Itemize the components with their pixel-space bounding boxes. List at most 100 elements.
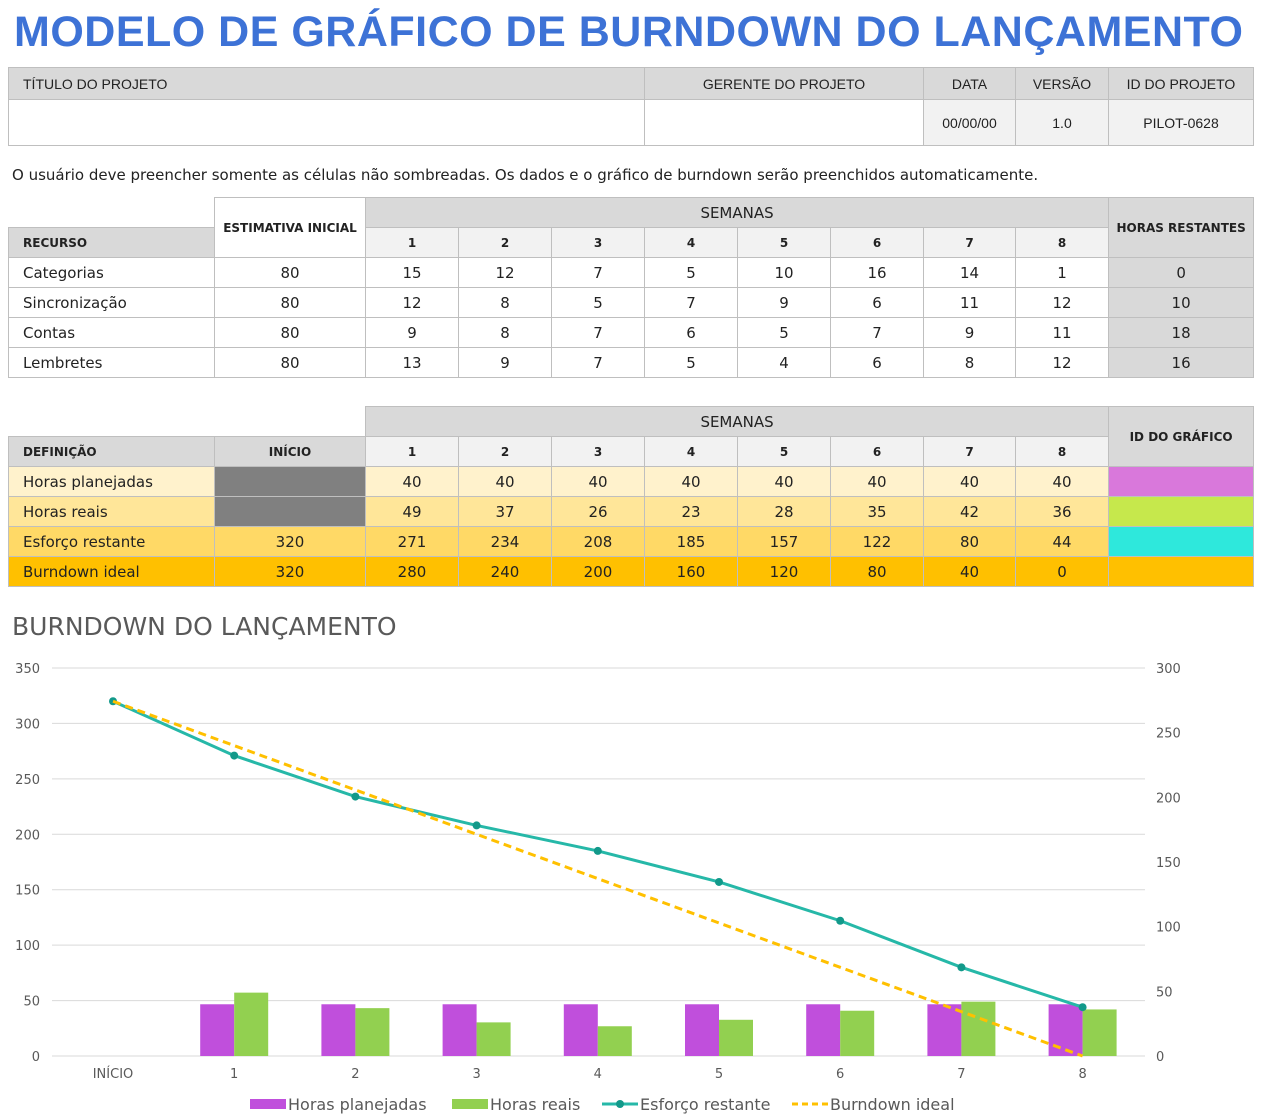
start-cell: [214, 466, 366, 497]
start-cell: 320: [214, 556, 366, 587]
week-header: 2: [458, 227, 552, 258]
week-hours-cell[interactable]: 5: [644, 257, 738, 288]
week-header: 5: [737, 436, 831, 467]
actual-hours-bar: [1082, 1009, 1117, 1056]
week-hours-cell[interactable]: 5: [737, 317, 831, 348]
week-hours-cell[interactable]: 6: [830, 287, 924, 318]
week-hours-cell[interactable]: 8: [923, 347, 1016, 378]
remaining-header: HORAS RESTANTES: [1108, 197, 1255, 258]
legend-marker: [616, 1100, 624, 1108]
estimate-cell[interactable]: 80: [214, 257, 366, 288]
left-axis-tick: 50: [23, 995, 40, 1010]
legend-label: Esforço restante: [640, 1095, 771, 1114]
planned-hours-bar: [685, 1004, 719, 1056]
week-value-cell: 271: [365, 526, 459, 557]
left-axis-tick: 300: [15, 717, 40, 732]
week-value-cell: 40: [923, 466, 1016, 497]
week-hours-cell[interactable]: 1: [1014, 257, 1110, 288]
chart-id-swatch: [1108, 496, 1255, 527]
week-hours-cell[interactable]: 5: [644, 347, 738, 378]
week-value-cell: 208: [551, 526, 645, 557]
definition-cell: Esforço restante: [8, 526, 215, 557]
actual-hours-bar: [234, 992, 269, 1056]
week-hours-cell[interactable]: 7: [830, 317, 924, 348]
chart-id-swatch: [1108, 466, 1255, 497]
week-hours-cell[interactable]: 11: [923, 287, 1016, 318]
week-hours-cell[interactable]: 12: [365, 287, 459, 318]
summary-row: Horas planejadas 40 40 40 40 40 40 40 40: [8, 466, 1255, 497]
week-header: 3: [551, 436, 645, 467]
resource-name[interactable]: Categorias: [8, 257, 215, 288]
week-hours-cell[interactable]: 8: [458, 317, 552, 348]
remaining-effort-point: [957, 963, 966, 972]
week-hours-cell[interactable]: 9: [365, 317, 459, 348]
planned-hours-bar: [442, 1004, 477, 1056]
week-hours-cell[interactable]: 11: [1014, 317, 1110, 348]
resource-name[interactable]: Sincronização: [8, 287, 215, 318]
right-axis-tick: 200: [1156, 791, 1181, 806]
instructions-note: O usuário deve preencher somente as célu…: [12, 166, 1039, 184]
project-id-input[interactable]: PILOT-0628: [1108, 99, 1254, 146]
week-hours-cell[interactable]: 13: [365, 347, 459, 378]
week-hours-cell[interactable]: 9: [923, 317, 1016, 348]
week-hours-cell[interactable]: 7: [644, 287, 738, 318]
left-axis-tick: 350: [15, 662, 40, 677]
definition-header: DEFINIÇÃO: [8, 436, 215, 467]
week-hours-cell[interactable]: 7: [551, 257, 645, 288]
date-input[interactable]: 00/00/00: [923, 99, 1016, 146]
week-header: 2: [458, 436, 552, 467]
week-hours-cell[interactable]: 6: [644, 317, 738, 348]
week-hours-cell[interactable]: 12: [1014, 347, 1110, 378]
week-hours-cell[interactable]: 15: [365, 257, 459, 288]
x-axis-tick: 7: [957, 1067, 965, 1082]
planned-hours-bar: [200, 1004, 235, 1056]
week-hours-cell[interactable]: 8: [458, 287, 552, 318]
remaining-cell: 16: [1108, 347, 1255, 378]
week-value-cell: 200: [551, 556, 645, 587]
week-hours-cell[interactable]: 7: [551, 317, 645, 348]
estimate-cell[interactable]: 80: [214, 317, 366, 348]
version-input[interactable]: 1.0: [1015, 99, 1109, 146]
week-value-cell: 157: [737, 526, 831, 557]
week-hours-cell[interactable]: 12: [458, 257, 552, 288]
remaining-effort-point: [230, 751, 239, 760]
week-hours-cell[interactable]: 10: [737, 257, 831, 288]
estimate-cell[interactable]: 80: [214, 347, 366, 378]
summary-row: Esforço restante 320 271 234 208 185 157 122 80 4…: [8, 526, 1255, 557]
resources-table: ESTIMATIVA INICIAL SEMANAS HORAS RESTANT…: [8, 197, 1255, 378]
remaining-cell: 18: [1108, 317, 1255, 348]
week-header: 8: [1014, 436, 1110, 467]
week-value-cell: 40: [365, 466, 459, 497]
x-axis-tick: 6: [836, 1067, 844, 1082]
chart-id-swatch: [1108, 556, 1255, 587]
project-manager-input[interactable]: [644, 99, 924, 146]
left-axis-tick: 0: [32, 1050, 40, 1065]
week-value-cell: 234: [458, 526, 552, 557]
right-axis-tick: 50: [1156, 985, 1173, 1000]
week-value-cell: 28: [737, 496, 831, 527]
week-hours-cell[interactable]: 5: [551, 287, 645, 318]
week-hours-cell[interactable]: 14: [923, 257, 1016, 288]
right-axis-tick: 100: [1156, 921, 1181, 936]
chart-id-swatch: [1108, 526, 1255, 557]
x-axis-tick: 3: [472, 1067, 480, 1082]
week-hours-cell[interactable]: 9: [737, 287, 831, 318]
week-hours-cell[interactable]: 9: [458, 347, 552, 378]
week-hours-cell[interactable]: 6: [830, 347, 924, 378]
estimate-cell[interactable]: 80: [214, 287, 366, 318]
week-hours-cell[interactable]: 7: [551, 347, 645, 378]
left-axis-tick: 200: [15, 828, 40, 843]
week-hours-cell[interactable]: 4: [737, 347, 831, 378]
project-title-input[interactable]: [8, 99, 645, 146]
week-header: 3: [551, 227, 645, 258]
x-axis-tick: INÍCIO: [93, 1066, 134, 1082]
week-hours-cell[interactable]: 12: [1014, 287, 1110, 318]
start-header: INÍCIO: [214, 436, 366, 467]
summary-row: Horas reais 49 37 26 23 28 35 42 36: [8, 496, 1255, 527]
left-axis-tick: 250: [15, 773, 40, 788]
resource-name[interactable]: Lembretes: [8, 347, 215, 378]
resource-name[interactable]: Contas: [8, 317, 215, 348]
chart-title: BURNDOWN DO LANÇAMENTO: [12, 612, 397, 641]
week-value-cell: 40: [1014, 466, 1110, 497]
week-hours-cell[interactable]: 16: [830, 257, 924, 288]
